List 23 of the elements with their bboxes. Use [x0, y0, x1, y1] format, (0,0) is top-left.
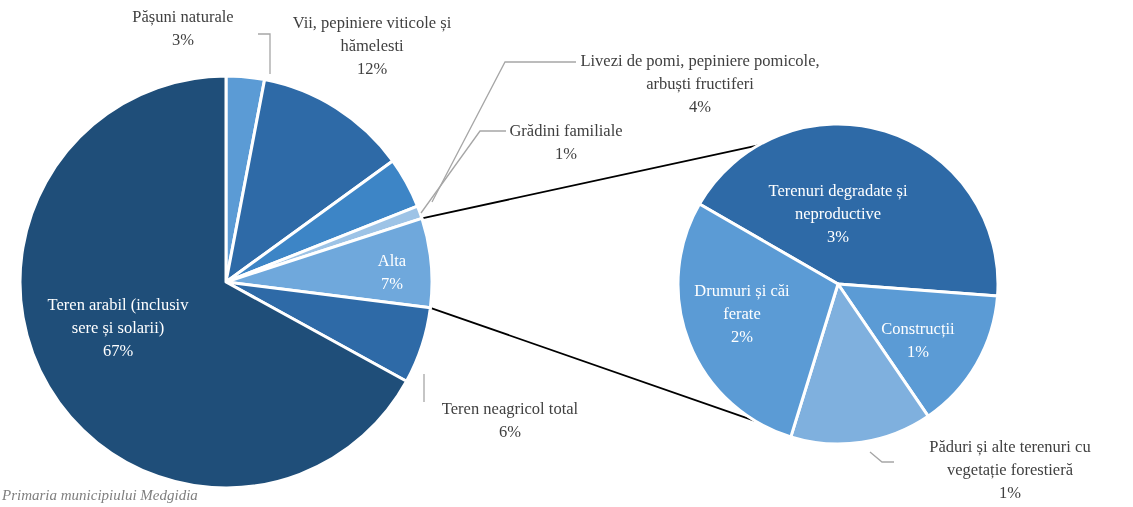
slice-label: Livezi de pomi, pepiniere pomicole, arbuști fructiferi — [580, 51, 820, 93]
slice-label: Construcții — [881, 319, 956, 338]
data-label: 3% — [172, 30, 195, 49]
data-label: 1% — [907, 342, 930, 361]
slice-label: Vii, pepiniere viticole și hămelesti — [292, 13, 452, 55]
data-label: 1% — [999, 483, 1022, 502]
slice-label: Teren arabil (inclusiv sere și solarii) — [47, 295, 190, 337]
slice-label: Teren neagricol total — [441, 399, 579, 418]
slice-label: Grădini familiale — [509, 121, 623, 140]
slice-label: Terenuri degradate și neproductive — [768, 181, 908, 223]
data-label: 2% — [731, 327, 754, 346]
slice-label: Păduri și alte terenuri cu vegetație forestieră — [929, 437, 1091, 479]
data-label: 1% — [555, 144, 578, 163]
data-label: 7% — [381, 274, 404, 293]
data-label: 6% — [499, 422, 522, 441]
data-label: 12% — [356, 59, 388, 78]
text: Primaria municipiului Medgidia — [1, 487, 198, 503]
slice-label: Drumuri și căi ferate — [694, 281, 791, 323]
data-label: 67% — [102, 341, 134, 360]
data-label: 4% — [689, 97, 712, 116]
slice-label: Pășuni naturale — [132, 7, 234, 26]
data-label: 3% — [827, 227, 850, 246]
slice-label: Alta — [377, 251, 407, 270]
